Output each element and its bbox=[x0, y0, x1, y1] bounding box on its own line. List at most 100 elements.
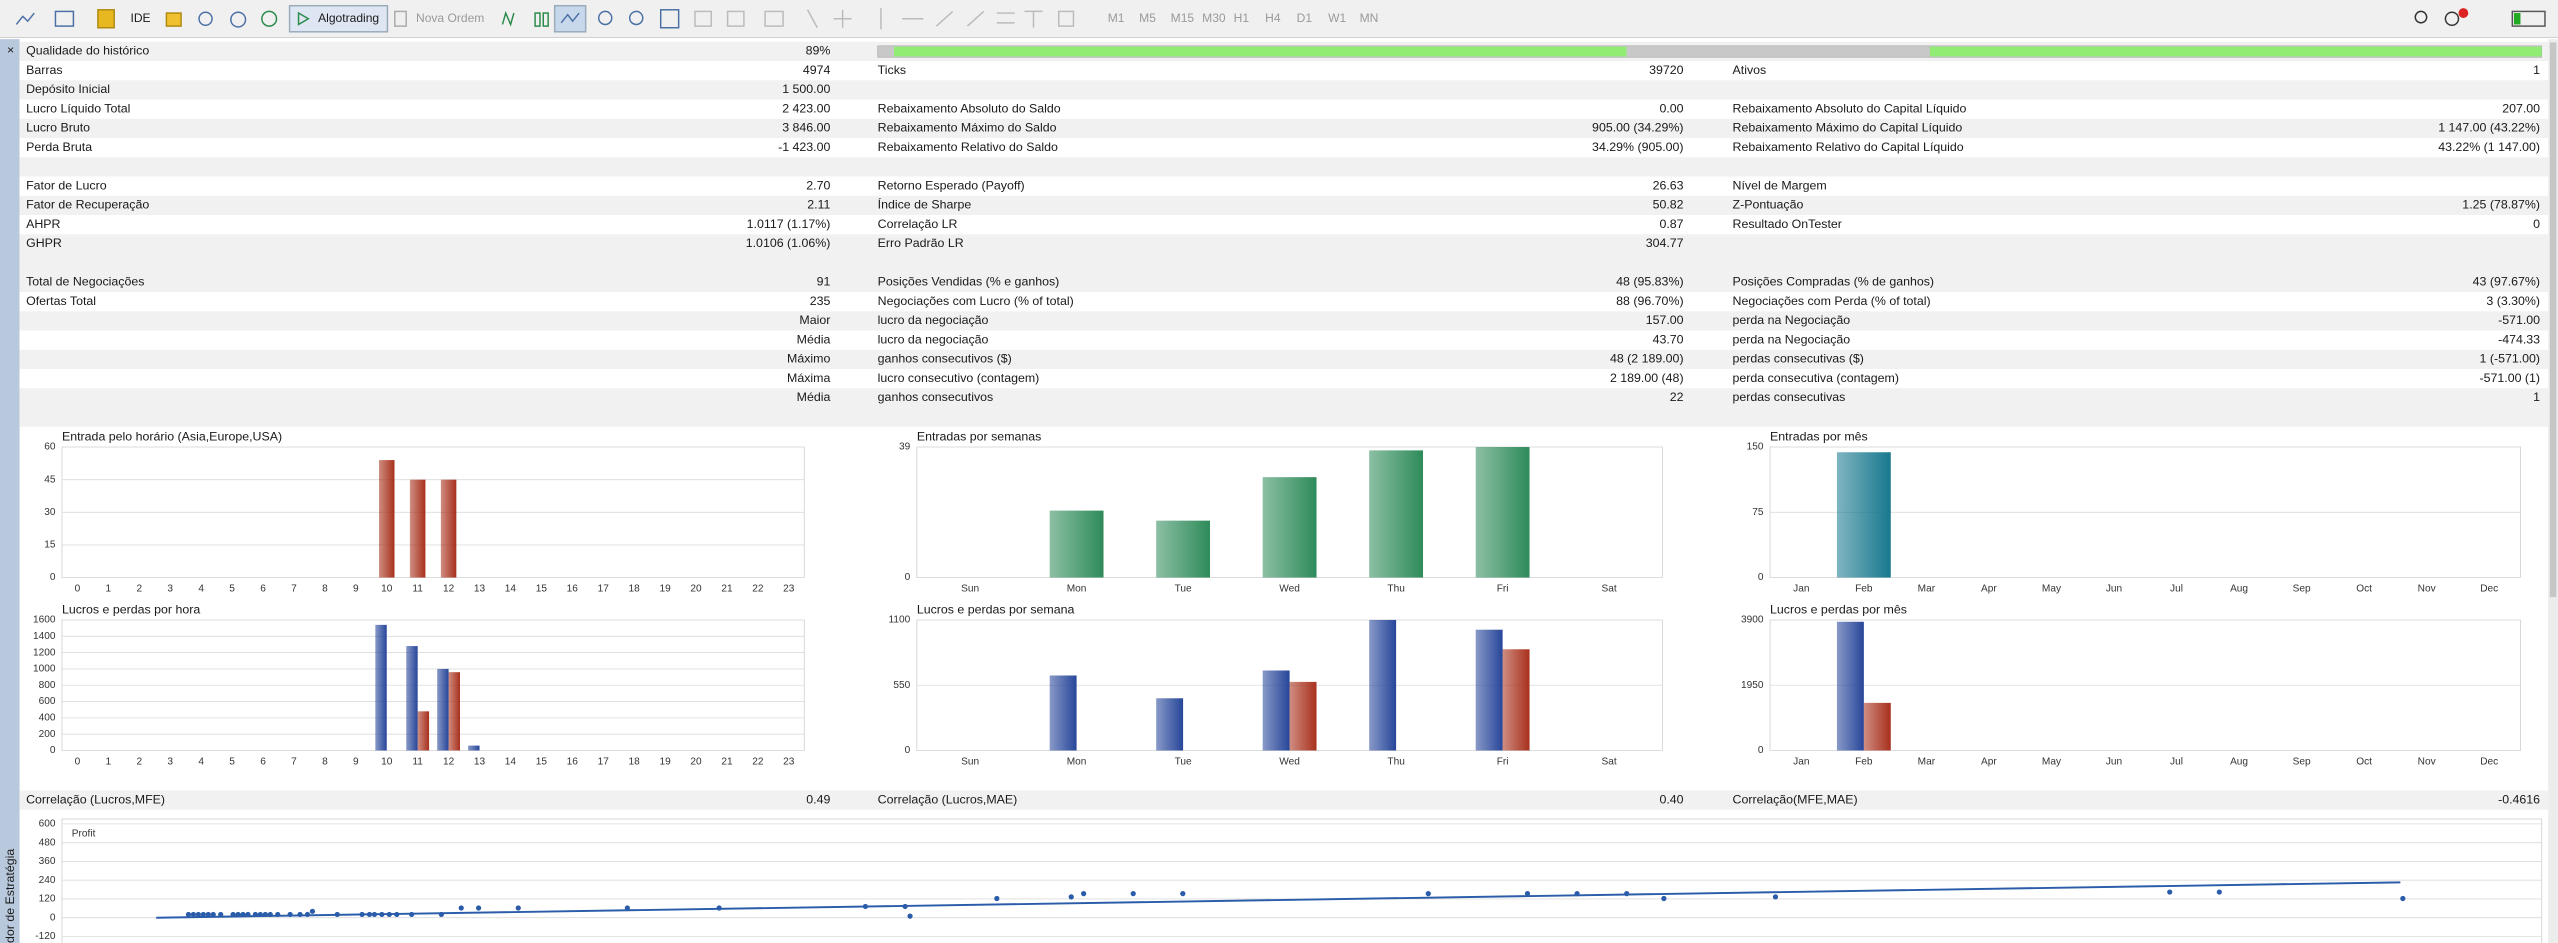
correlation-row bbox=[19, 790, 2549, 810]
timeframe[interactable]: H4 bbox=[1265, 11, 1281, 25]
x-tick-label: 1 bbox=[106, 584, 112, 595]
bar bbox=[1836, 621, 1864, 751]
metric-value: Média bbox=[797, 390, 831, 404]
y-tick-label: 400 bbox=[39, 713, 56, 724]
template-icon bbox=[54, 10, 75, 27]
metric-label: lucro da negociação bbox=[878, 332, 989, 346]
metric-value: 2.70 bbox=[806, 178, 830, 192]
x-tick-label: Jul bbox=[2170, 757, 2183, 768]
bar bbox=[406, 646, 418, 751]
scrollbar-thumb[interactable] bbox=[2549, 42, 2557, 598]
search-icon[interactable] bbox=[2414, 10, 2428, 24]
scatter-point bbox=[1068, 894, 1074, 900]
scatter-point bbox=[190, 911, 197, 918]
x-tick-label: Tue bbox=[1175, 584, 1192, 595]
timeframe[interactable]: M30 bbox=[1202, 11, 1226, 25]
metric-label: perdas consecutivas ($) bbox=[1733, 352, 1864, 366]
chart-title: Entrada pelo horário (Asia,Europe,USA) bbox=[62, 430, 282, 444]
close-button[interactable]: × bbox=[7, 43, 14, 57]
x-tick-label: Fri bbox=[1497, 757, 1509, 768]
x-tick-label: Aug bbox=[2230, 757, 2248, 768]
bar bbox=[1049, 675, 1077, 751]
x-tick-label: Thu bbox=[1387, 757, 1404, 768]
x-tick-label: Dec bbox=[2480, 584, 2498, 595]
chart-title: Entradas por semanas bbox=[917, 430, 1042, 444]
timeframe[interactable]: W1 bbox=[1328, 11, 1346, 25]
row-background bbox=[19, 138, 2549, 158]
x-tick-label: Jan bbox=[1793, 584, 1809, 595]
bars-icon bbox=[501, 10, 515, 27]
metric-label: Rebaixamento Máximo do Saldo bbox=[878, 121, 1057, 135]
x-tick-label: 5 bbox=[229, 584, 235, 595]
y-tick-label: 39 bbox=[899, 442, 911, 453]
metric-label: Qualidade do histórico bbox=[26, 44, 149, 58]
x-tick-label: Mar bbox=[1918, 757, 1936, 768]
scatter-point bbox=[200, 911, 206, 918]
row-background bbox=[19, 80, 2549, 100]
metric-label: Correlação LR bbox=[878, 217, 958, 231]
y-tick-label: 0 bbox=[1758, 745, 1764, 756]
zoom-out-icon bbox=[628, 10, 644, 26]
metric-value: 3 846.00 bbox=[782, 121, 830, 135]
x-tick-label: Sep bbox=[2293, 757, 2311, 768]
timeframe[interactable]: M15 bbox=[1171, 11, 1195, 25]
metric-label: Rebaixamento Máximo do Capital Líquido bbox=[1733, 121, 1963, 135]
blank-row bbox=[19, 253, 2549, 273]
x-tick-label: 9 bbox=[353, 757, 359, 768]
chart-title: Lucros e perdas por mês bbox=[1770, 602, 1907, 616]
toolbar-item[interactable]: Algotrading bbox=[318, 11, 379, 25]
bar bbox=[1475, 447, 1530, 578]
x-tick-label: 17 bbox=[598, 757, 610, 768]
x-tick-label: 17 bbox=[598, 584, 610, 595]
x-tick-label: Dec bbox=[2480, 757, 2498, 768]
metric-label: Rebaixamento Absoluto do Capital Líquido bbox=[1733, 101, 1967, 115]
metric-value: 2 189.00 (48) bbox=[1610, 371, 1684, 385]
timeframe[interactable]: H1 bbox=[1234, 11, 1250, 25]
correlation-value: 0.49 bbox=[806, 792, 830, 806]
metric-value: 22 bbox=[1670, 390, 1684, 404]
timeframe[interactable]: D1 bbox=[1297, 11, 1313, 25]
bar bbox=[1369, 619, 1397, 751]
x-tick-label: Sat bbox=[1602, 584, 1617, 595]
row-background bbox=[19, 215, 2549, 235]
y-tick-label: 600 bbox=[39, 819, 56, 830]
metric-value: 1.0106 (1.06%) bbox=[746, 236, 831, 250]
metric-value: 1 500.00 bbox=[782, 82, 830, 96]
timeframe[interactable]: MN bbox=[1360, 11, 1379, 25]
x-tick-label: 9 bbox=[353, 584, 359, 595]
x-tick-label: Jan bbox=[1793, 757, 1809, 768]
metric-label: Ativos bbox=[1733, 63, 1767, 77]
metric-label: AHPR bbox=[26, 217, 60, 231]
timeframe[interactable]: M1 bbox=[1108, 11, 1125, 25]
y-tick-label: 60 bbox=[44, 442, 56, 453]
timeframe[interactable]: M5 bbox=[1139, 11, 1156, 25]
grid-icon bbox=[659, 9, 680, 29]
disabled-icons bbox=[694, 8, 1075, 30]
metric-label: Rebaixamento Relativo do Saldo bbox=[878, 140, 1058, 154]
correlation-label: Correlação (Lucros,MAE) bbox=[878, 792, 1018, 806]
metric-value: 43.22% (1 147.00) bbox=[2438, 140, 2540, 154]
metric-value: 157.00 bbox=[1646, 313, 1684, 327]
algotrading-button[interactable] bbox=[288, 4, 389, 33]
metric-value: Máxima bbox=[787, 371, 830, 385]
toolbar-item[interactable]: Nova Ordem bbox=[416, 11, 484, 25]
y-tick-label: 800 bbox=[39, 680, 56, 691]
metric-value: 91 bbox=[817, 275, 831, 289]
blank-row bbox=[19, 407, 2549, 427]
notifications-icon[interactable] bbox=[2444, 11, 2460, 27]
metric-label: Ticks bbox=[878, 63, 906, 77]
row-background bbox=[19, 61, 2549, 81]
x-tick-label: Jul bbox=[2170, 584, 2183, 595]
y-tick-label: 0 bbox=[50, 912, 56, 923]
metric-value: 43 (97.67%) bbox=[2473, 275, 2540, 289]
line-icon bbox=[560, 12, 580, 24]
toolbar-item[interactable]: IDE bbox=[131, 11, 151, 25]
bar bbox=[1836, 452, 1891, 578]
battery-icon bbox=[2511, 10, 2546, 27]
quality-bar-segment bbox=[893, 46, 1627, 57]
x-tick-label: 19 bbox=[659, 757, 671, 768]
bar bbox=[468, 745, 480, 751]
x-tick-label: 0 bbox=[75, 584, 81, 595]
bar bbox=[378, 460, 395, 578]
